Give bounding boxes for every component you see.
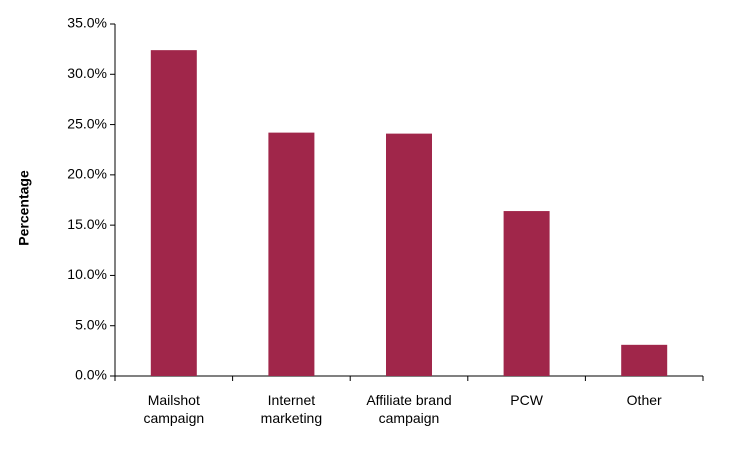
y-tick-label: 10.0%	[67, 266, 107, 282]
y-tick-label: 15.0%	[67, 216, 107, 232]
y-tick-label: 30.0%	[67, 65, 107, 81]
y-tick-label: 25.0%	[67, 115, 107, 131]
x-tick-label: PCW	[510, 392, 543, 408]
y-axis-label: Percentage	[16, 170, 32, 246]
bar	[503, 211, 550, 376]
bar	[386, 133, 432, 376]
y-tick-label: 5.0%	[75, 316, 107, 332]
y-tick-label: 35.0%	[67, 15, 107, 31]
x-tick-label: Affiliate brand campaign	[366, 392, 452, 426]
y-tick-label: 20.0%	[67, 166, 107, 182]
bar	[268, 132, 315, 376]
bar	[621, 344, 668, 376]
x-tick-label: Mailshot campaign	[143, 392, 205, 426]
x-tick-label: Other	[626, 392, 662, 408]
x-tick-label: Internet marketing	[260, 392, 323, 426]
bar	[150, 50, 197, 377]
y-tick-label: 0.0%	[75, 367, 107, 383]
